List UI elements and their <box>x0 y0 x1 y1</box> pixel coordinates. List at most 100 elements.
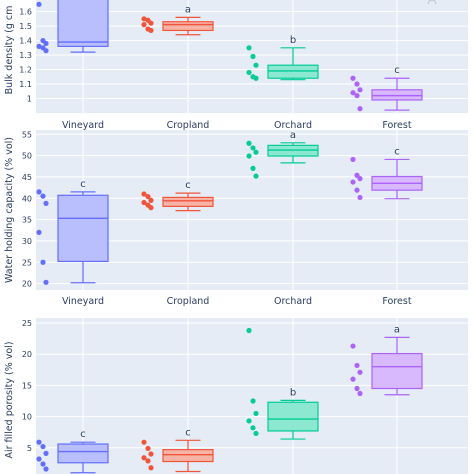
significance-letter: a <box>394 324 400 335</box>
y-tick-label: 1.1 <box>19 80 32 89</box>
data-point <box>148 197 154 203</box>
data-point <box>40 259 46 265</box>
data-point <box>43 48 49 54</box>
box-iqr <box>267 401 319 432</box>
data-point <box>253 173 259 179</box>
data-point <box>357 106 363 112</box>
data-point <box>250 165 256 171</box>
data-point <box>350 90 356 96</box>
box-group-cropland <box>141 16 214 36</box>
y-tick-label: 5 <box>27 444 32 453</box>
y-tick-label: 50 <box>22 152 32 161</box>
data-point <box>40 193 46 199</box>
data-point <box>250 425 256 431</box>
y-tick-label: 1 <box>27 95 32 104</box>
data-point <box>357 369 363 375</box>
data-point <box>357 87 363 93</box>
data-point <box>246 45 252 51</box>
x-category-label: Vineyard <box>62 120 104 131</box>
box-iqr <box>162 449 214 463</box>
data-point <box>145 445 151 452</box>
data-point <box>246 153 252 159</box>
y-tick-label: 25 <box>22 258 32 267</box>
y-tick-label: 40 <box>22 194 32 203</box>
box-group-vineyard <box>36 439 109 474</box>
significance-letter: b <box>290 35 296 46</box>
significance-letter: c <box>185 427 191 438</box>
data-point <box>43 279 49 285</box>
significance-letter: c <box>185 180 191 191</box>
box-group-orchard <box>246 45 319 81</box>
box-iqr <box>162 21 214 32</box>
y-tick-label: 20 <box>22 350 32 359</box>
y-axis-title: Air filled porosity (% vol) <box>4 341 15 458</box>
data-point <box>350 179 356 185</box>
data-point <box>145 458 151 464</box>
y-tick-label: 1.2 <box>19 66 32 75</box>
data-point <box>36 189 42 195</box>
y-tick-label: 10 <box>22 413 32 422</box>
data-point <box>250 145 256 151</box>
data-point <box>141 439 147 445</box>
data-point <box>253 75 259 81</box>
data-point <box>350 343 356 349</box>
data-point <box>253 62 259 68</box>
x-category-label: Cropland <box>167 120 210 131</box>
plot-area: c c a c <box>36 130 468 290</box>
y-tick-label: 1.3 <box>19 51 32 60</box>
significance-letter: c <box>394 65 400 76</box>
data-point <box>141 22 147 28</box>
box-iqr <box>57 0 109 47</box>
data-point <box>43 40 49 47</box>
y-tick-label: 1.4 <box>19 37 32 46</box>
box-group-orchard <box>246 327 319 440</box>
data-point <box>350 376 356 382</box>
data-point <box>141 199 147 206</box>
data-point <box>250 398 256 404</box>
data-point <box>43 200 49 206</box>
significance-letter: c <box>394 146 400 157</box>
panel-3: c c b a 5 10 15 20 25 Air filled porosity (% vol) <box>4 318 468 474</box>
data-point <box>357 176 363 182</box>
y-tick-label: 20 <box>22 280 32 289</box>
box-group-cropland <box>141 191 214 212</box>
x-category-label: Orchard <box>274 296 312 307</box>
box-iqr <box>267 64 319 79</box>
significance-letter: b <box>290 387 296 398</box>
y-tick-label: 30 <box>22 237 32 246</box>
data-point <box>246 418 252 424</box>
data-point <box>253 430 259 437</box>
data-point <box>246 327 252 334</box>
box-iqr <box>371 89 423 101</box>
data-point <box>36 456 42 462</box>
panel-1: a b c 1 1.1 1.2 1.3 1.4 1.5 1.6 Bulk density (g cm… <box>4 0 468 131</box>
data-point <box>354 362 360 369</box>
y-tick-label: 35 <box>22 216 32 225</box>
y-tick-label: 25 <box>22 319 32 328</box>
data-point <box>350 156 356 163</box>
data-point <box>141 455 147 461</box>
y-tick-label: 55 <box>22 130 32 139</box>
data-point <box>148 205 154 211</box>
box-group-vineyard <box>36 0 109 54</box>
data-point <box>36 43 42 49</box>
data-point <box>354 385 360 392</box>
y-axis-title: Water holding capacity (% vol) <box>4 137 15 283</box>
data-point <box>253 149 259 155</box>
plot-area: a b c <box>36 0 468 113</box>
x-category-label: Forest <box>382 120 411 131</box>
y-tick-label: 1.5 <box>19 22 32 31</box>
plot-area: c c b a <box>36 318 468 474</box>
data-point <box>246 69 252 76</box>
panel-letter: A <box>427 0 437 8</box>
data-point <box>148 451 154 457</box>
significance-letter: c <box>80 179 86 190</box>
y-tick-label: 15 <box>22 381 32 390</box>
data-point <box>354 172 360 178</box>
data-point <box>246 140 252 146</box>
box-group-vineyard <box>36 189 109 285</box>
x-category-label: Vineyard <box>62 296 104 307</box>
box-group-forest <box>350 336 423 397</box>
box-iqr <box>57 194 109 263</box>
